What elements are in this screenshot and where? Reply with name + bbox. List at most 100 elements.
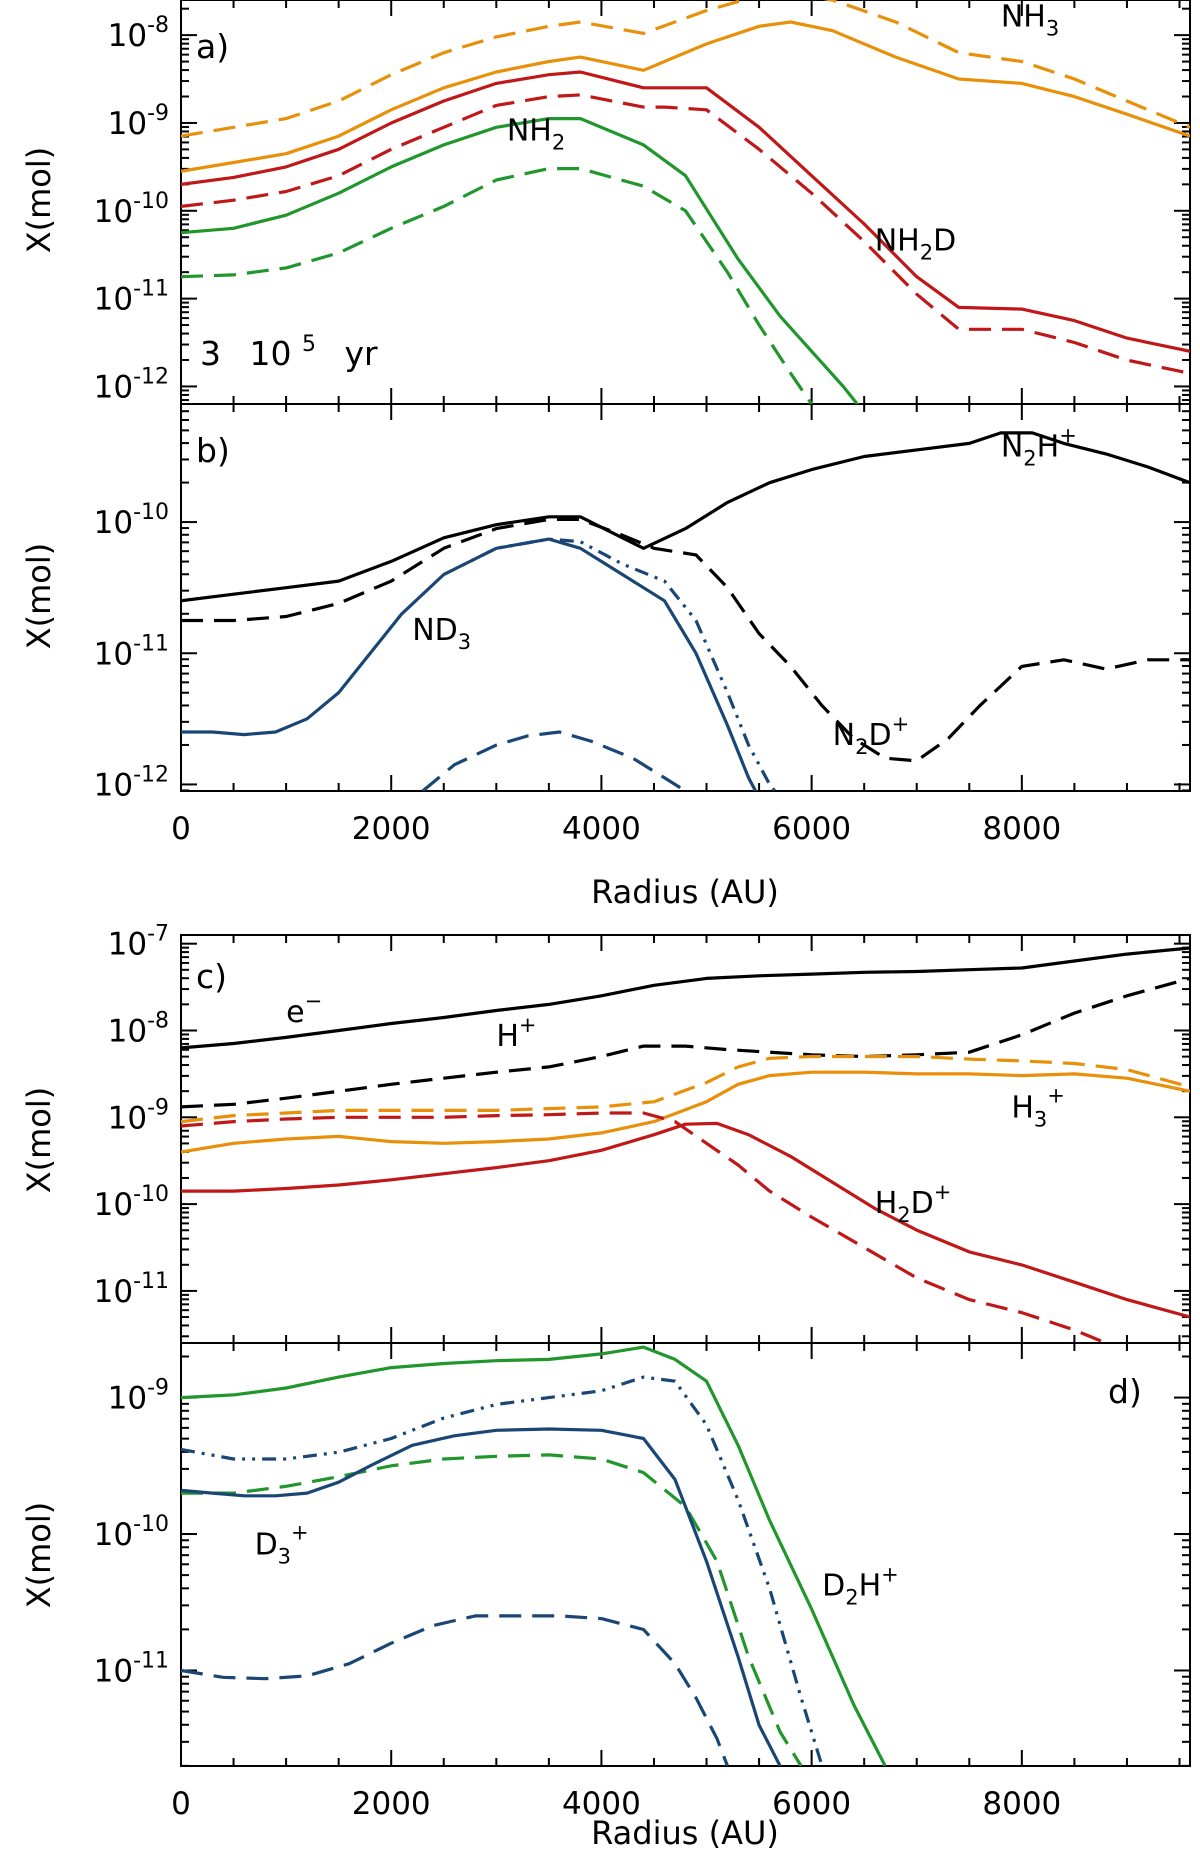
panel-c-ytick-exp: -9 (147, 1095, 169, 1120)
panel-c-ytick-base: 10 (94, 1274, 133, 1310)
panel-d-curve-label: D3+ (255, 1521, 309, 1569)
panel-d-xtick-label: 2000 (352, 1786, 431, 1822)
panel-a-label: a) (196, 27, 229, 66)
panel-c-ytick-exp: -11 (133, 1269, 169, 1294)
panel-b-ytick-exp: -11 (133, 631, 169, 656)
panel-a-ytick-base: 10 (108, 106, 147, 142)
panel-c-series-line (181, 946, 1190, 1050)
panel-d-xtick-label: 8000 (982, 1786, 1061, 1822)
panel-c-ytick-exp: -7 (147, 922, 169, 947)
panel-d-ytick-exp: -11 (133, 1648, 169, 1673)
panel-c-series-line (181, 1111, 1111, 1343)
panel-b-frame (180, 403, 1191, 792)
panel-a-series-line (181, 0, 1190, 138)
time-annotation: 3 10 5 yr (200, 320, 378, 373)
panel-b-series-line (181, 431, 1190, 603)
panel-a-ytick-base: 10 (94, 194, 133, 230)
panel-c-series-line (181, 1070, 1190, 1154)
panel-c-series-line (181, 1121, 1190, 1319)
panel-d-ytick-label: 10-9 (108, 1376, 169, 1417)
panel-a-ytick-label: 10-11 (94, 277, 169, 318)
panel-b-xtick-label: 2000 (352, 811, 431, 847)
panel-c-ytick-exp: -10 (133, 1182, 169, 1207)
panel-a-series-group (181, 0, 1190, 404)
panel-a-frame (180, 0, 1191, 405)
panel-b-xlabel: Radius (AU) (591, 873, 779, 911)
panel-a-series-line (181, 70, 1190, 353)
panel-a-curve-label: NH2 (507, 114, 565, 155)
panel-d-ytick-base: 10 (108, 1381, 147, 1417)
panel-d-series-line (181, 1375, 824, 1766)
panel-c-series-line (181, 976, 1190, 1109)
panel-d-series-line (181, 1614, 729, 1766)
panel-a-ytick-label: 10-9 (108, 101, 169, 142)
panel-d-ytick-exp: -9 (147, 1376, 169, 1401)
panel-a-ytick-base: 10 (94, 369, 133, 405)
time-exp: 5 (302, 332, 316, 357)
panel-a-ytick-exp: -10 (133, 189, 169, 214)
panel-d-series-line (181, 1345, 887, 1766)
panel-a-series-line (181, 20, 1190, 173)
panel-b-xtick-label: 6000 (772, 811, 851, 847)
panel-b-series-line (421, 730, 689, 791)
time-base: 10 (250, 334, 292, 373)
panel-d-frame (180, 1342, 1191, 1767)
panel-b-curve-label: N2D+ (833, 712, 910, 759)
panel-c-ylabel: X(mol) (20, 1087, 58, 1194)
panel-d-xtick-label: 6000 (772, 1786, 851, 1822)
panel-c-frame (180, 934, 1191, 1344)
panel-d-ytick-label: 10-11 (94, 1648, 169, 1689)
panel-b-xtick-label: 8000 (982, 811, 1061, 847)
panel-d-ytick-label: 10-10 (94, 1512, 169, 1553)
time-unit: yr (345, 334, 379, 373)
panel-b-xtick-label: 0 (171, 811, 191, 847)
panel-c-ytick-base: 10 (108, 927, 147, 963)
panel-c-ytick-exp: -8 (147, 1008, 169, 1033)
panel-a-ytick-exp: -11 (133, 277, 169, 302)
panel-d-series-line (181, 1427, 782, 1766)
panel-c-ytick-base: 10 (94, 1187, 133, 1223)
panel-d-xtick-label: 4000 (562, 1786, 641, 1822)
panel-c-series-group (181, 946, 1190, 1343)
panel-b-curve-label: N2H+ (1001, 423, 1077, 470)
panel-a-series-line (181, 93, 1190, 375)
panel-c-curve-label: H+ (496, 1013, 536, 1054)
panel-a-ylabel: X(mol) (20, 147, 58, 254)
panel-d-ytick-base: 10 (94, 1653, 133, 1689)
panel-b-series-line (181, 517, 1190, 763)
panel-b-series-line (443, 537, 777, 791)
panel-b-ytick-exp: -10 (133, 500, 169, 525)
panel-b-curve-label: ND3 (412, 613, 471, 654)
panel-c-ytick-label: 10-11 (94, 1269, 169, 1310)
panel-b-ytick-base: 10 (94, 505, 133, 541)
panel-a-ytick-exp: -12 (133, 364, 169, 389)
panel-a-ytick-exp: -8 (147, 13, 169, 38)
panel-c-label: c) (196, 957, 227, 996)
panel-a-series-line (181, 167, 813, 404)
panel-a-series-line (181, 116, 860, 404)
panel-d-series-group (181, 1345, 887, 1766)
panel-d-curve-label: D2H+ (822, 1562, 899, 1609)
panel-c-curve-label: H2D+ (875, 1180, 952, 1227)
panel-c-series-line (181, 1054, 1190, 1124)
panel-c-curve-label: e− (286, 989, 322, 1030)
panel-a-ytick-label: 10-12 (94, 364, 169, 405)
panel-c-ytick-label: 10-8 (108, 1008, 169, 1049)
panel-d-xtick-label: 0 (171, 1786, 191, 1822)
time-prefix: 3 (200, 334, 221, 373)
panel-b-ytick-label: 10-11 (94, 631, 169, 672)
panel-a-curve-label: NH2D (875, 223, 956, 264)
panel-c-ytick-label: 10-10 (94, 1182, 169, 1223)
panel-b-ytick-base: 10 (94, 636, 133, 672)
panel-b-ytick-label: 10-10 (94, 500, 169, 541)
panel-b-ytick-exp: -12 (133, 762, 169, 787)
panel-c-curve-label: H3+ (1011, 1083, 1065, 1131)
panel-c-ytick-label: 10-9 (108, 1095, 169, 1136)
panel-b-ytick-label: 10-12 (94, 762, 169, 803)
panel-a-ytick-label: 10-8 (108, 13, 169, 54)
panel-c-ytick-base: 10 (108, 1100, 147, 1136)
panel-b-series-group (181, 431, 1190, 791)
panel-b-xtick-label: 4000 (562, 811, 641, 847)
